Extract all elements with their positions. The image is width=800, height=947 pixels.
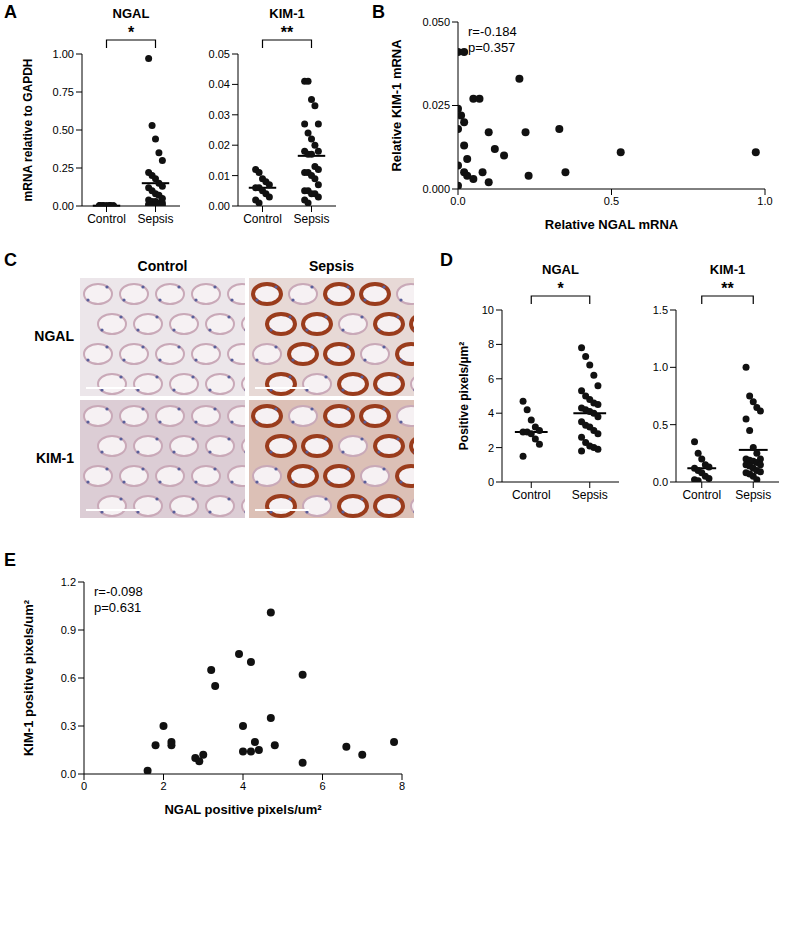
svg-text:2: 2 bbox=[488, 442, 494, 454]
svg-text:2: 2 bbox=[160, 780, 166, 792]
svg-text:0.050: 0.050 bbox=[422, 16, 450, 28]
svg-text:0.50: 0.50 bbox=[53, 124, 74, 136]
svg-text:0.5: 0.5 bbox=[653, 419, 668, 431]
html-text:Control: Control bbox=[137, 258, 188, 274]
svg-text:6: 6 bbox=[319, 780, 325, 792]
svg-text:0.01: 0.01 bbox=[209, 170, 230, 182]
svg-text:mRNA relative to GAPDH: mRNA relative to GAPDH bbox=[21, 59, 35, 202]
svg-text:**: ** bbox=[721, 280, 734, 297]
svg-text:8: 8 bbox=[399, 780, 405, 792]
html-text:p=0.631: p=0.631 bbox=[94, 600, 142, 615]
html-text:NGAL: NGAL bbox=[34, 328, 74, 344]
svg-text:Control: Control bbox=[512, 488, 551, 502]
svg-text:Sepsis: Sepsis bbox=[293, 212, 329, 226]
svg-text:KIM-1 positive pixels/um²: KIM-1 positive pixels/um² bbox=[21, 599, 36, 756]
svg-text:Control: Control bbox=[243, 212, 282, 226]
svg-text:0.5: 0.5 bbox=[604, 195, 619, 207]
svg-text:Relative NGAL mRNA: Relative NGAL mRNA bbox=[545, 217, 679, 232]
svg-text:1.0: 1.0 bbox=[757, 195, 772, 207]
svg-text:*: * bbox=[557, 280, 564, 297]
svg-text:Sepsis: Sepsis bbox=[137, 212, 173, 226]
svg-text:10: 10 bbox=[482, 304, 494, 316]
svg-text:0.0: 0.0 bbox=[450, 195, 465, 207]
html-text:C: C bbox=[4, 250, 17, 270]
html-text:B: B bbox=[372, 2, 385, 22]
html-text:E: E bbox=[4, 550, 16, 570]
svg-text:Positive pixels/µm²: Positive pixels/µm² bbox=[457, 342, 471, 450]
svg-text:1.0: 1.0 bbox=[653, 361, 668, 373]
svg-text:0.000: 0.000 bbox=[422, 183, 450, 195]
svg-text:Sepsis: Sepsis bbox=[572, 488, 608, 502]
html-text:Sepsis: Sepsis bbox=[308, 258, 355, 274]
svg-text:0.025: 0.025 bbox=[422, 99, 450, 111]
svg-text:0.00: 0.00 bbox=[209, 200, 230, 212]
html-text:r=-0.184: r=-0.184 bbox=[468, 24, 517, 39]
html-text:D: D bbox=[440, 250, 453, 270]
svg-text:0.75: 0.75 bbox=[53, 86, 74, 98]
svg-text:0.3: 0.3 bbox=[61, 720, 76, 732]
html-text:NGAL: NGAL bbox=[112, 6, 150, 21]
html-text:A: A bbox=[4, 2, 17, 22]
svg-text:0.9: 0.9 bbox=[61, 624, 76, 636]
html-text:KIM-1: KIM-1 bbox=[709, 262, 746, 277]
svg-text:Sepsis: Sepsis bbox=[735, 488, 771, 502]
svg-text:0: 0 bbox=[488, 476, 494, 488]
svg-text:0.0: 0.0 bbox=[653, 476, 668, 488]
svg-text:0.6: 0.6 bbox=[61, 672, 76, 684]
svg-text:0.25: 0.25 bbox=[53, 162, 74, 174]
svg-text:Control: Control bbox=[87, 212, 126, 226]
html-text:p=0.357: p=0.357 bbox=[468, 40, 516, 55]
svg-text:6: 6 bbox=[488, 373, 494, 385]
svg-text:0.04: 0.04 bbox=[209, 78, 230, 90]
svg-text:4: 4 bbox=[240, 780, 246, 792]
html-text:KIM-1: KIM-1 bbox=[35, 450, 74, 466]
svg-text:0: 0 bbox=[81, 780, 87, 792]
svg-text:0.00: 0.00 bbox=[53, 200, 74, 212]
svg-text:4: 4 bbox=[488, 407, 494, 419]
svg-text:*: * bbox=[128, 24, 135, 41]
svg-text:8: 8 bbox=[488, 338, 494, 350]
svg-text:1.00: 1.00 bbox=[53, 48, 74, 60]
svg-text:0.05: 0.05 bbox=[209, 48, 230, 60]
svg-text:Relative KIM-1 mRNA: Relative KIM-1 mRNA bbox=[389, 39, 404, 172]
svg-text:0.02: 0.02 bbox=[209, 139, 230, 151]
html-text:KIM-1: KIM-1 bbox=[269, 6, 305, 21]
svg-text:0.03: 0.03 bbox=[209, 109, 230, 121]
svg-text:0.0: 0.0 bbox=[61, 768, 76, 780]
svg-text:1.2: 1.2 bbox=[61, 576, 76, 588]
html-text:r=-0.098: r=-0.098 bbox=[94, 584, 143, 599]
svg-text:1.5: 1.5 bbox=[653, 304, 668, 316]
svg-text:Control: Control bbox=[682, 488, 721, 502]
svg-text:NGAL positive pixels/um²: NGAL positive pixels/um² bbox=[164, 802, 322, 817]
html-text:NGAL: NGAL bbox=[542, 262, 579, 277]
svg-text:**: ** bbox=[281, 24, 294, 41]
